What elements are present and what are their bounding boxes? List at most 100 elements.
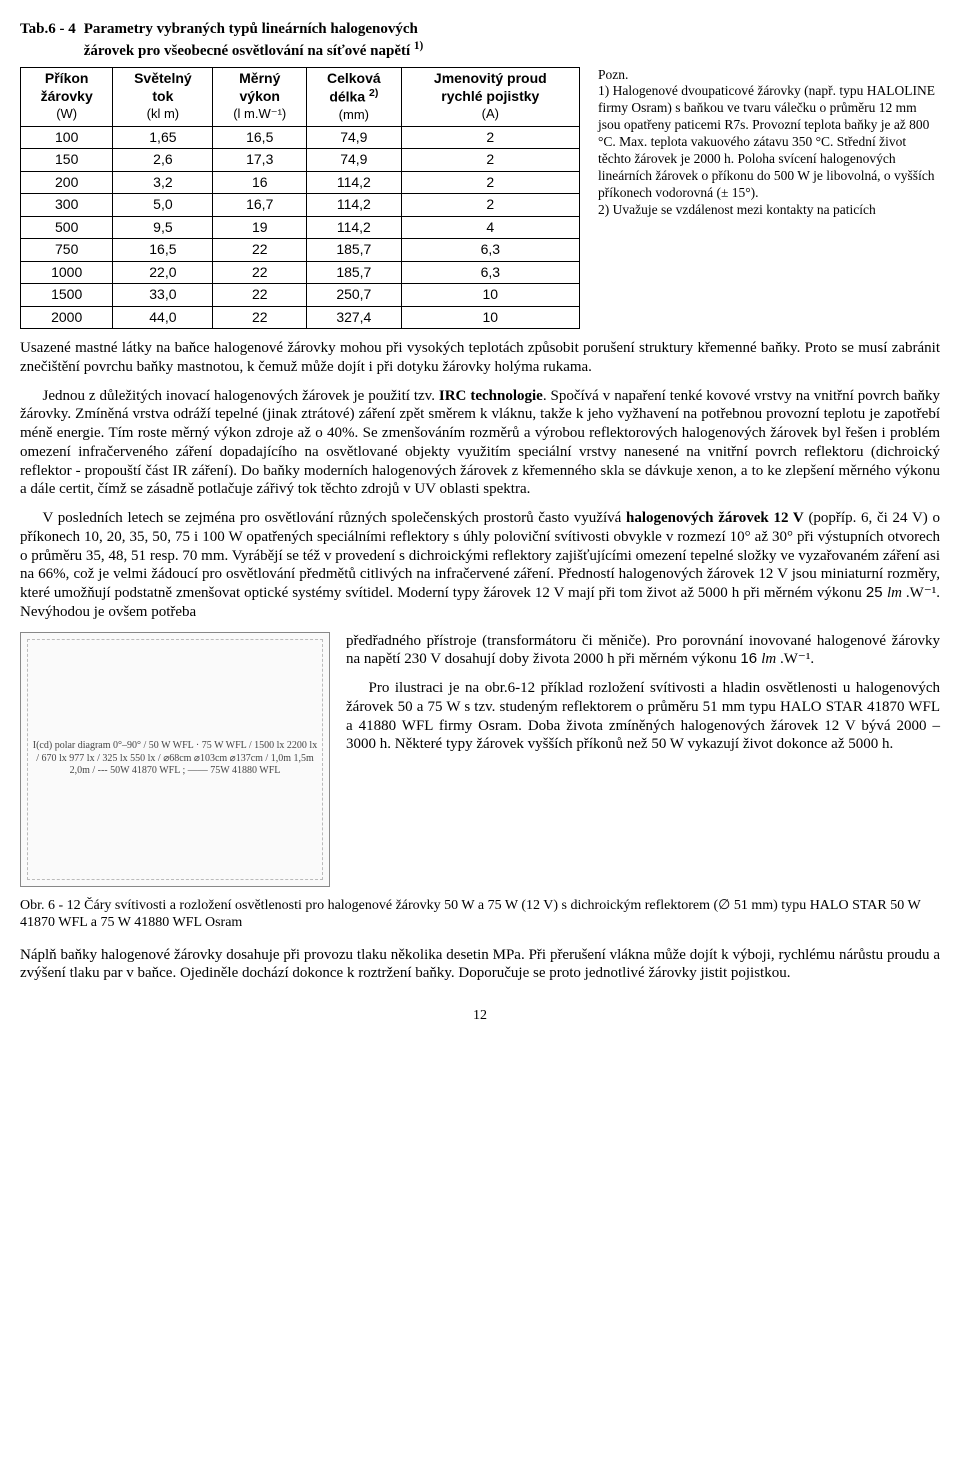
para-fat-deposits: Usazené mastné látky na baňce halogenové… <box>20 339 940 377</box>
cell: 2000 <box>21 306 113 329</box>
cell: 200 <box>21 171 113 194</box>
col2-h2: výkon <box>240 88 280 104</box>
cell: 4 <box>401 216 579 239</box>
col-merny-vykon: Měrný výkon (l m.W⁻¹) <box>213 67 307 126</box>
figure-caption: Obr. 6 - 12 Čáry svítivosti a rozložení … <box>20 897 940 932</box>
table-row: 200044,022327,410 <box>21 306 580 329</box>
cell: 16,5 <box>213 126 307 149</box>
cell: 2 <box>401 194 579 217</box>
cell: 10 <box>401 306 579 329</box>
para-irc: Jednou z důležitých inovací halogenových… <box>20 387 940 500</box>
table-row: 100022,022185,76,3 <box>21 261 580 284</box>
col0-h2: žárovky <box>41 88 93 104</box>
cell: 2 <box>401 126 579 149</box>
table-row: 5009,519114,24 <box>21 216 580 239</box>
p3e: lm <box>887 585 902 601</box>
table-row: 150033,022250,710 <box>21 284 580 307</box>
right-column-text: předřadného přístroje (transformátoru či… <box>346 632 940 765</box>
cell: 44,0 <box>113 306 213 329</box>
cell: 1500 <box>21 284 113 307</box>
cell: 2 <box>401 171 579 194</box>
page-number: 12 <box>20 1007 940 1025</box>
col-celkova-delka: Celková délka 2) (mm) <box>307 67 402 126</box>
cell: 114,2 <box>307 216 402 239</box>
cell: 185,7 <box>307 261 402 284</box>
cell: 22 <box>213 239 307 262</box>
cell: 10 <box>401 284 579 307</box>
cell: 500 <box>21 216 113 239</box>
cell: 3,2 <box>113 171 213 194</box>
col3-h2: délka <box>329 89 365 105</box>
table-row: 2003,216114,22 <box>21 171 580 194</box>
cell: 114,2 <box>307 171 402 194</box>
cell: 2 <box>401 149 579 172</box>
cell: 1,65 <box>113 126 213 149</box>
p3-bold-12v: halogenových žárovek 12 V <box>626 510 804 526</box>
table-desc-sup: 1) <box>414 40 423 52</box>
col1-h2: tok <box>152 88 173 104</box>
cell: 114,2 <box>307 194 402 217</box>
table-notes: Pozn. 1) Halogenové dvoupaticové žárovky… <box>598 67 940 219</box>
cell: 9,5 <box>113 216 213 239</box>
p3d: 25 <box>866 584 887 601</box>
col3-h1: Celková <box>327 70 381 86</box>
cell: 16,7 <box>213 194 307 217</box>
col-svetelny-tok: Světelný tok (kl m) <box>113 67 213 126</box>
cell: 16,5 <box>113 239 213 262</box>
col1-h1: Světelný <box>134 70 192 86</box>
p2-bold-irc: IRC technologie <box>439 388 543 404</box>
col2-h1: Měrný <box>239 70 280 86</box>
parameter-table: Příkon žárovky (W) Světelný tok (kl m) M… <box>20 67 580 330</box>
cell: 74,9 <box>307 126 402 149</box>
table-row: 75016,522185,76,3 <box>21 239 580 262</box>
col0-h1: Příkon <box>45 70 89 86</box>
cell: 5,0 <box>113 194 213 217</box>
col0-unit: (W) <box>56 106 77 121</box>
para-pressure: Náplň baňky halogenové žárovky dosahuje … <box>20 946 940 984</box>
right-para-2: Pro ilustraci je na obr.6-12 příklad roz… <box>346 679 940 754</box>
cell: 2,6 <box>113 149 213 172</box>
cell: 22 <box>213 261 307 284</box>
cell: 22,0 <box>113 261 213 284</box>
cell: 250,7 <box>307 284 402 307</box>
col-jmenovity-proud: Jmenovitý proud rychlé pojistky (A) <box>401 67 579 126</box>
cell: 19 <box>213 216 307 239</box>
right-para-1: předřadného přístroje (transformátoru či… <box>346 632 940 670</box>
col4-h2: rychlé pojistky <box>441 88 539 104</box>
p2c: . Spočívá v napaření tenké kovové vrstvy… <box>20 388 940 498</box>
notes-heading: Pozn. <box>598 67 940 84</box>
rt1c: lm <box>761 651 776 667</box>
col3-sup: 2) <box>369 87 378 99</box>
cell: 33,0 <box>113 284 213 307</box>
rt1a: předřadného přístroje (transformátoru či… <box>346 633 940 668</box>
cell: 74,9 <box>307 149 402 172</box>
cell: 17,3 <box>213 149 307 172</box>
col3-unit: (mm) <box>339 107 369 122</box>
p3a: V posledních letech se zejména pro osvět… <box>43 510 627 526</box>
cell: 750 <box>21 239 113 262</box>
col2-unit: (l m.W⁻¹) <box>233 106 286 121</box>
cell: 6,3 <box>401 261 579 284</box>
figure-luminous-intensity: I(cd) polar diagram 0°–90° / 50 W WFL · … <box>20 632 330 887</box>
table-row: 1502,617,374,92 <box>21 149 580 172</box>
table-header-row: Příkon žárovky (W) Světelný tok (kl m) M… <box>21 67 580 126</box>
figure-placeholder-text: I(cd) polar diagram 0°–90° / 50 W WFL · … <box>27 639 323 880</box>
cell: 6,3 <box>401 239 579 262</box>
cell: 22 <box>213 284 307 307</box>
note-2: 2) Uvažuje se vzdálenost mezi kontakty n… <box>598 202 940 219</box>
p2a: Jednou z důležitých inovací halogenových… <box>43 388 439 404</box>
table-desc: Parametry vybraných typů lineárních halo… <box>84 20 424 61</box>
table-title: Tab.6 - 4 Parametry vybraných typů lineá… <box>20 20 940 61</box>
cell: 300 <box>21 194 113 217</box>
col4-h1: Jmenovitý proud <box>434 70 547 86</box>
table-label: Tab.6 - 4 <box>20 20 76 39</box>
table-desc-line1: Parametry vybraných typů lineárních halo… <box>84 21 418 37</box>
table-desc-line2: žárovek pro všeobecné osvětlování na síť… <box>84 43 410 59</box>
para-12v: V posledních letech se zejména pro osvět… <box>20 509 940 622</box>
cell: 22 <box>213 306 307 329</box>
cell: 16 <box>213 171 307 194</box>
cell: 150 <box>21 149 113 172</box>
col4-unit: (A) <box>482 106 499 121</box>
note-1: 1) Halogenové dvoupaticové žárovky (např… <box>598 83 940 201</box>
cell: 100 <box>21 126 113 149</box>
